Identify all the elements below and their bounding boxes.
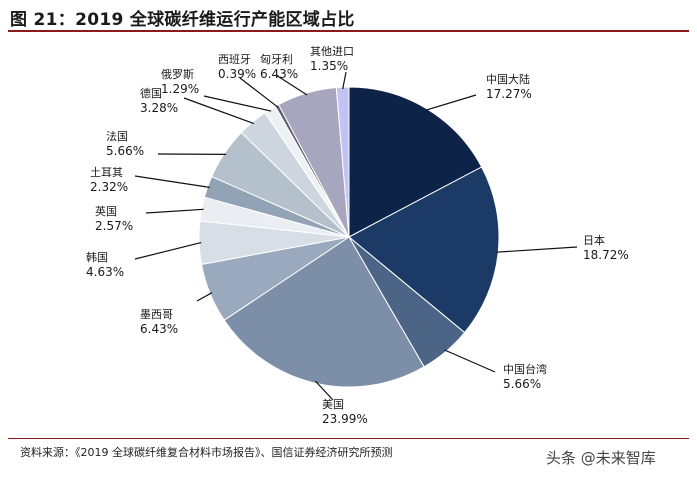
slice-name-spain: 西班牙 [218, 53, 251, 66]
slice-name-uk: 英国 [95, 204, 117, 218]
slice-name-france: 法国 [106, 129, 128, 143]
slice-labels: 中国大陆17.27%日本18.72%中国台湾5.66%美国23.99%墨西哥6.… [86, 45, 629, 426]
slice-name-russia: 俄罗斯 [161, 68, 194, 81]
leader-line-spain [239, 77, 279, 108]
source-divider [8, 438, 689, 439]
pie-slices [198, 86, 500, 388]
slice-name-usa: 美国 [322, 398, 344, 411]
leader-line-other-imports [342, 71, 347, 90]
slice-value-germany: 3.28% [140, 101, 178, 115]
slice-value-spain: 0.39% [218, 67, 256, 81]
leader-line-uk [145, 208, 204, 214]
source-note: 资料来源：《2019 全球碳纤维复合材料市场报告》、国信证券经济研究所预测 [20, 446, 393, 459]
slice-name-hungary: 匈牙利 [260, 52, 293, 66]
pie-slice-mainland-china [348, 86, 483, 238]
slice-value-usa: 23.99% [322, 412, 368, 426]
leader-line-korea [134, 242, 202, 260]
slice-value-russia: 1.29% [161, 82, 199, 96]
slice-value-turkey: 2.32% [90, 180, 128, 194]
leader-line-turkey [134, 175, 210, 188]
slice-name-mexico: 墨西哥 [140, 308, 173, 321]
slice-value-taiwan-china: 5.66% [503, 377, 541, 391]
slice-value-mexico: 6.43% [140, 322, 178, 336]
leader-line-taiwan-china [444, 349, 496, 373]
leader-line-japan [496, 246, 578, 253]
leader-line-mexico [196, 292, 213, 302]
slice-name-germany: 德国 [140, 86, 162, 100]
slice-name-mainland-china: 中国大陆 [486, 72, 530, 86]
slice-value-korea: 4.63% [86, 265, 124, 279]
watermark: 头条 @未来智库 [546, 449, 656, 467]
leader-line-hungary [275, 74, 308, 96]
slice-name-taiwan-china: 中国台湾 [503, 362, 547, 376]
slice-name-korea: 韩国 [86, 250, 108, 264]
slice-value-uk: 2.57% [95, 219, 133, 233]
figure-title: 图 21：2019 全球碳纤维运行产能区域占比 [10, 10, 355, 30]
leader-line-germany [183, 97, 255, 125]
title-divider [8, 30, 689, 32]
leader-lines [134, 71, 578, 401]
pie-slice-usa [223, 236, 425, 388]
slice-value-other-imports: 1.35% [310, 59, 348, 73]
leader-line-russia [203, 95, 272, 112]
slice-value-japan: 18.72% [583, 248, 629, 262]
figure-title-bar: 图 21：2019 全球碳纤维运行产能区域占比 [8, 2, 689, 32]
slice-value-france: 5.66% [106, 144, 144, 158]
slice-value-mainland-china: 17.27% [486, 87, 532, 101]
slice-value-hungary: 6.43% [260, 67, 298, 81]
slice-name-other-imports: 其他进口 [310, 45, 354, 58]
slice-name-turkey: 土耳其 [90, 166, 123, 179]
slice-name-japan: 日本 [583, 233, 605, 247]
leader-line-usa [314, 380, 334, 401]
leader-line-mainland-china [425, 94, 477, 111]
